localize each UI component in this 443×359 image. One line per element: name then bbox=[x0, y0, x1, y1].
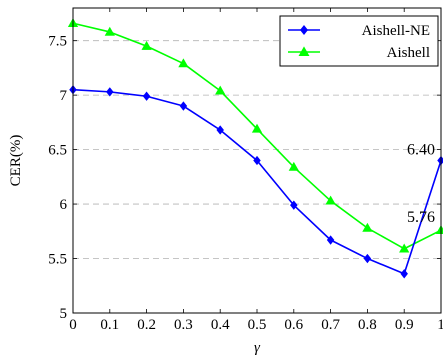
data-point-aishell-ne bbox=[179, 101, 188, 111]
y-tick-label: 7.5 bbox=[48, 34, 67, 50]
data-point-aishell bbox=[178, 58, 189, 68]
x-tick-label: 0.7 bbox=[321, 317, 340, 333]
series-aishell-ne bbox=[69, 85, 443, 279]
data-point-aishell-ne bbox=[253, 155, 261, 166]
data-point-aishell-ne bbox=[142, 91, 151, 101]
x-tick-label: 0.3 bbox=[174, 317, 193, 333]
data-point-aishell-ne bbox=[363, 253, 372, 264]
data-point-aishell bbox=[325, 195, 336, 205]
x-tick-label: 0.2 bbox=[137, 317, 156, 333]
data-point-aishell-ne bbox=[326, 235, 335, 245]
x-tick-label: 0.9 bbox=[395, 317, 414, 333]
series-layer bbox=[67, 18, 443, 279]
legend-marker-aishell bbox=[298, 46, 310, 56]
x-axis-label: γ bbox=[254, 340, 261, 356]
x-tick-label: 0.1 bbox=[100, 317, 119, 333]
x-tick-label: 0.4 bbox=[211, 317, 230, 333]
data-point-aishell bbox=[104, 26, 115, 36]
data-point-aishell-ne bbox=[106, 87, 114, 97]
data-point-aishell bbox=[399, 243, 410, 253]
data-point-aishell bbox=[288, 161, 299, 171]
annotations-layer: 6.40 5.76 bbox=[407, 142, 435, 227]
legend-label-aishell-ne: Aishell-NE bbox=[362, 23, 430, 39]
data-point-aishell-ne bbox=[216, 125, 224, 135]
data-point-aishell bbox=[141, 40, 152, 50]
legend-label-aishell: Aishell bbox=[387, 45, 430, 61]
data-point-aishell-ne bbox=[400, 269, 408, 279]
legend-marker-aishell-ne bbox=[299, 24, 309, 36]
y-axis-label: CER(%) bbox=[8, 135, 24, 187]
legend-item-aishell-ne: Aishell-NE bbox=[288, 23, 430, 39]
y-tick-label: 6.5 bbox=[48, 143, 67, 159]
gridlines bbox=[73, 40, 441, 259]
data-point-aishell-ne bbox=[437, 155, 443, 166]
series-aishell bbox=[67, 18, 443, 253]
data-point-aishell bbox=[215, 85, 226, 95]
legend-box bbox=[279, 15, 439, 67]
data-point-aishell bbox=[435, 225, 443, 234]
data-point-aishell bbox=[251, 123, 263, 133]
legend-item-aishell: Aishell bbox=[288, 45, 430, 61]
x-tick-label: 0.5 bbox=[248, 317, 267, 333]
x-tick-label: 0.8 bbox=[358, 317, 377, 333]
ticks-layer: 5 5.5 6 6.5 7 7.5 0 0.1 0.2 0.3 0.4 0.5 0.6 0.7 0.8 0.9… bbox=[48, 8, 443, 333]
x-tick-label: 0.6 bbox=[284, 317, 303, 333]
y-tick-label: 6 bbox=[60, 197, 68, 213]
data-point-aishell-ne bbox=[290, 200, 298, 210]
y-tick-label: 5.5 bbox=[48, 252, 67, 268]
y-tick-label: 5 bbox=[60, 306, 68, 322]
series-line-aishell-ne bbox=[72, 88, 442, 275]
legend: Aishell-NE Aishell bbox=[279, 15, 439, 67]
y-tick-label: 7 bbox=[60, 88, 68, 104]
data-label: 5.76 bbox=[407, 209, 435, 226]
data-point-aishell bbox=[362, 222, 373, 232]
x-tick-label: 1 bbox=[437, 317, 443, 333]
data-label: 6.40 bbox=[407, 142, 435, 159]
x-tick-label: 0 bbox=[69, 317, 77, 333]
